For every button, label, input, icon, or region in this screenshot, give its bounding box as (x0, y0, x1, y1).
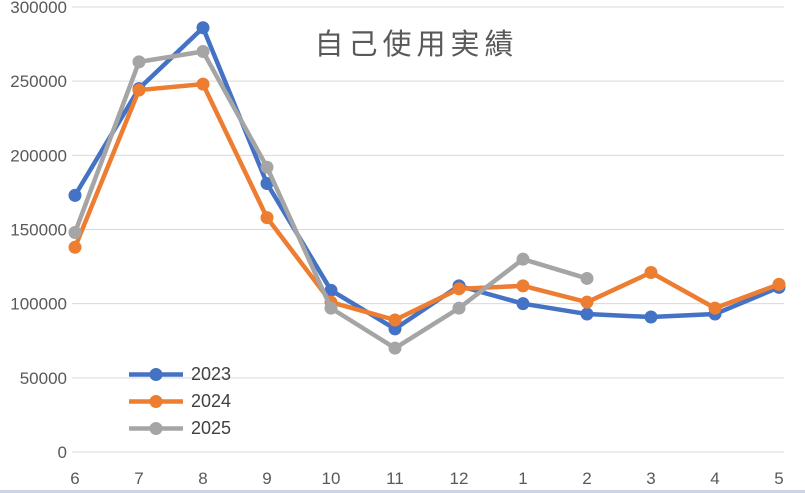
x-axis-tick-label: 4 (710, 469, 719, 488)
legend-line-marker-icon (129, 422, 183, 435)
data-point-2023 (324, 283, 338, 297)
x-axis-tick-label: 8 (198, 469, 207, 488)
data-point-2025 (388, 341, 402, 355)
data-point-2025 (196, 45, 210, 58)
series-line-2024 (72, 81, 782, 323)
data-point-2023 (644, 310, 658, 324)
data-point-2024 (580, 295, 594, 309)
data-point-2024 (708, 301, 722, 315)
y-axis-tick-label: 50000 (20, 369, 67, 388)
x-axis-tick-label: 2 (582, 469, 591, 488)
x-axis-tick-label: 12 (450, 469, 469, 488)
x-axis-tick-label: 5 (774, 469, 783, 488)
data-point-2025 (132, 55, 146, 69)
data-point-2023 (68, 188, 82, 202)
legend-item-2023[interactable]: 2023 (128, 361, 231, 388)
data-point-2024 (196, 77, 210, 91)
data-point-2024 (452, 282, 466, 296)
y-axis-tick-label: 200000 (10, 146, 67, 165)
legend-label: 2024 (191, 391, 232, 411)
data-point-2023 (196, 21, 210, 35)
legend-item-2025[interactable]: 2025 (128, 415, 231, 442)
data-point-2023 (516, 297, 530, 311)
data-point-2023 (260, 177, 274, 191)
legend-label: 2023 (191, 364, 232, 384)
legend: 2023 2024 2025 (128, 361, 231, 442)
x-axis-tick-label: 1 (518, 469, 527, 488)
data-point-2024 (644, 266, 658, 280)
data-point-2025 (68, 225, 82, 239)
data-point-2025 (324, 301, 338, 315)
data-point-2025 (260, 160, 274, 174)
data-point-2024 (516, 279, 530, 293)
y-axis-tick-label: 150000 (10, 221, 67, 240)
data-point-2025 (580, 271, 594, 285)
data-point-2024 (68, 240, 82, 254)
legend-line-marker-icon (129, 368, 183, 381)
data-point-2023 (388, 322, 402, 336)
x-axis-tick-label: 3 (646, 469, 655, 488)
y-axis-tick-label: 250000 (10, 72, 67, 91)
series-line-2023 (72, 25, 782, 332)
data-point-2024 (772, 277, 786, 291)
legend-line-marker-icon (129, 395, 183, 408)
legend-item-2024[interactable]: 2024 (128, 388, 231, 415)
x-axis-tick-label: 10 (322, 469, 341, 488)
data-point-2024 (260, 211, 274, 225)
data-point-2023 (580, 307, 594, 321)
x-axis-tick-label: 6 (70, 469, 79, 488)
y-axis-tick-label: 0 (58, 443, 67, 462)
data-point-2024 (132, 83, 146, 97)
x-axis-tick-label: 7 (134, 469, 143, 488)
bottom-divider (0, 490, 805, 493)
data-point-2025 (516, 252, 530, 266)
data-point-2025 (452, 301, 466, 315)
x-axis-tick-label: 11 (386, 469, 404, 488)
y-axis-tick-label: 300000 (10, 0, 67, 17)
legend-label: 2025 (191, 418, 232, 438)
y-axis-tick-label: 100000 (10, 295, 67, 314)
x-axis-tick-label: 9 (262, 469, 271, 488)
data-point-2024 (388, 313, 402, 327)
